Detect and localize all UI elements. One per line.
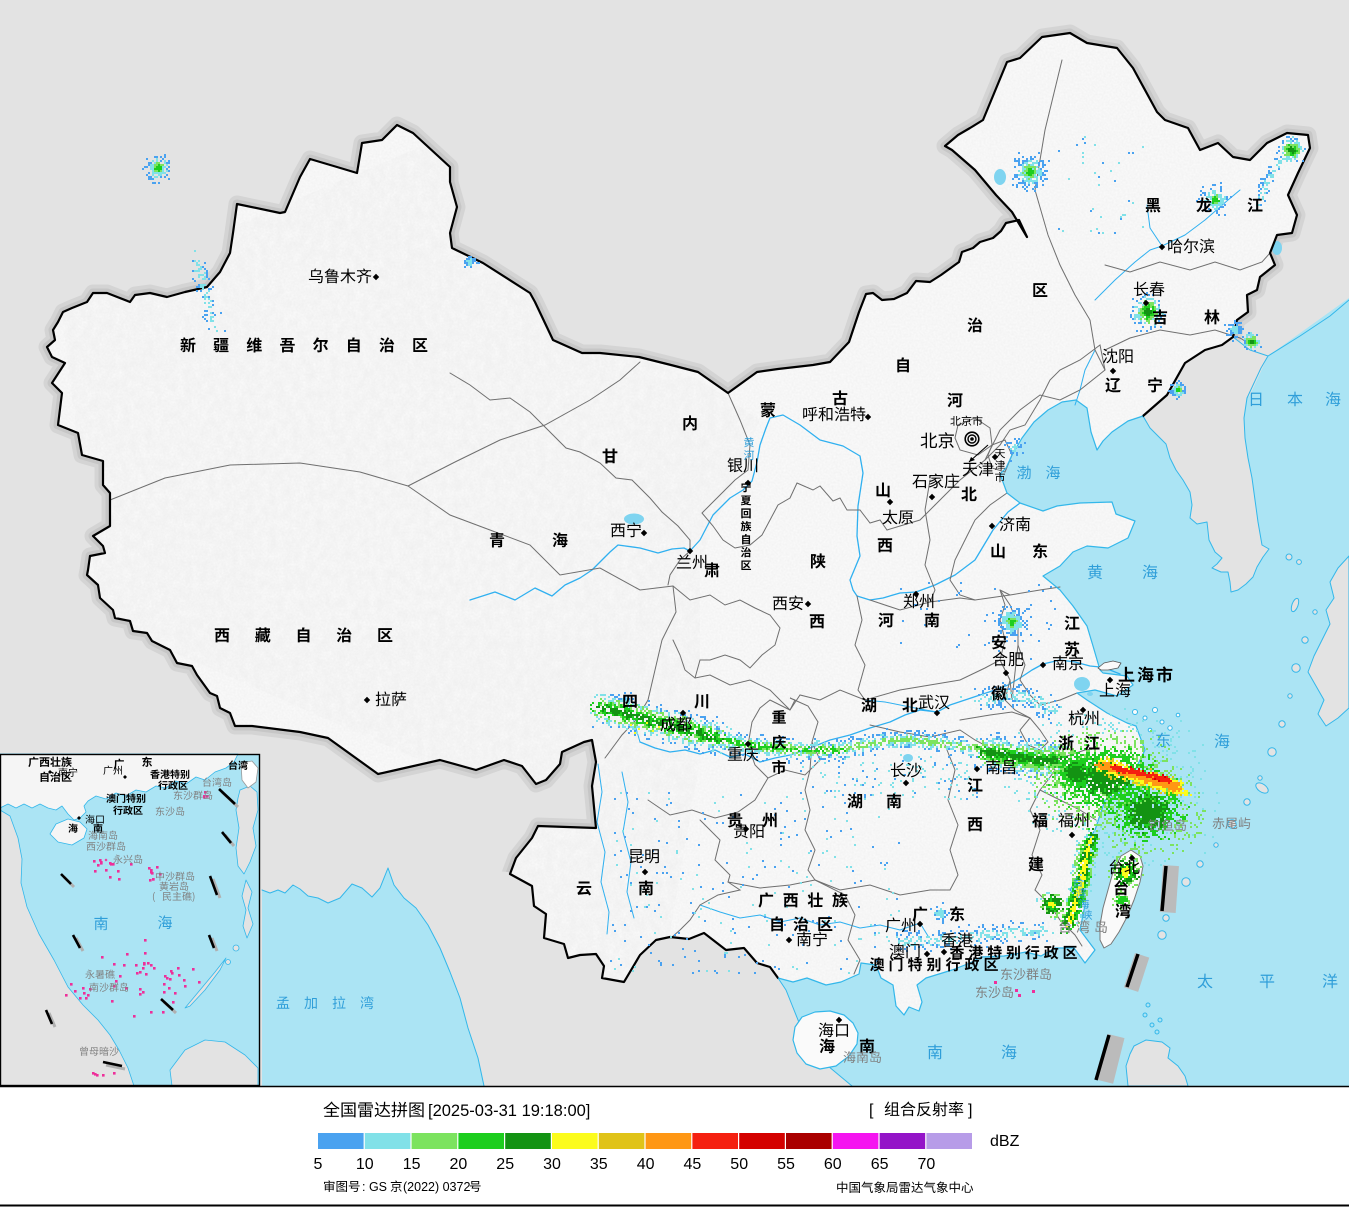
svg-text:40: 40 — [637, 1156, 655, 1173]
svg-text:[2025-03-31 19:18:00]: [2025-03-31 19:18:00] — [428, 1102, 590, 1120]
svg-text:dBZ: dBZ — [990, 1133, 1020, 1150]
svg-text:45: 45 — [684, 1156, 702, 1173]
svg-text:]: ] — [968, 1102, 972, 1119]
svg-text:50: 50 — [730, 1156, 748, 1173]
svg-text:: GS: : GS — [362, 1180, 387, 1194]
svg-text:20: 20 — [450, 1156, 468, 1173]
svg-text:70: 70 — [918, 1156, 936, 1173]
svg-text:60: 60 — [824, 1156, 842, 1173]
svg-text:65: 65 — [871, 1156, 889, 1173]
svg-text:5: 5 — [314, 1156, 323, 1173]
svg-text:30: 30 — [543, 1156, 561, 1173]
svg-text:25: 25 — [496, 1156, 514, 1173]
svg-text:(2022) 0372: (2022) 0372 — [403, 1180, 470, 1194]
svg-text:55: 55 — [777, 1156, 795, 1173]
svg-text:[: [ — [869, 1102, 874, 1119]
svg-text:15: 15 — [403, 1156, 421, 1173]
svg-text:35: 35 — [590, 1156, 608, 1173]
svg-text:10: 10 — [356, 1156, 374, 1173]
